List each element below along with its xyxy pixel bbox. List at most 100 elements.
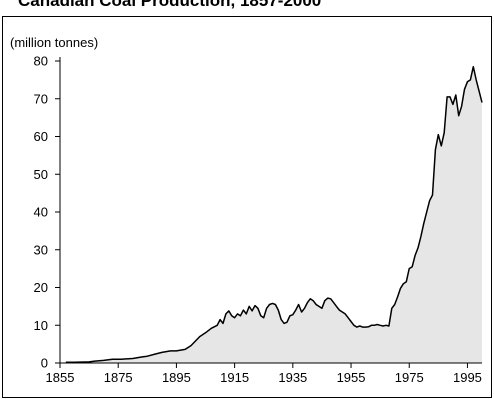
data-point [284, 323, 285, 324]
x-tick-label: 1935 [278, 370, 307, 385]
data-point [374, 325, 375, 326]
data-point [438, 134, 439, 135]
data-point [429, 200, 430, 201]
data-point [452, 104, 453, 105]
data-point [385, 325, 386, 326]
data-point [432, 194, 433, 195]
x-tick-label: 1955 [337, 370, 366, 385]
data-point [476, 79, 477, 80]
data-point [260, 315, 261, 316]
data-point [400, 288, 401, 289]
data-point [441, 145, 442, 146]
data-point [281, 319, 282, 320]
data-point [455, 94, 456, 95]
data-point [289, 315, 290, 316]
data-point [249, 306, 250, 307]
chart-frame [2, 16, 492, 398]
data-point [272, 303, 273, 304]
data-point [231, 315, 232, 316]
data-point [479, 91, 480, 92]
data-point [211, 328, 212, 329]
data-point [190, 345, 191, 346]
data-point [257, 308, 258, 309]
data-point [359, 325, 360, 326]
data-point [447, 96, 448, 97]
data-point [155, 353, 156, 354]
data-point [243, 310, 244, 311]
data-point [307, 302, 308, 303]
data-point [254, 305, 255, 306]
data-point [336, 306, 337, 307]
data-point [161, 352, 162, 353]
data-point [345, 313, 346, 314]
series-area-fill [65, 66, 483, 363]
data-point [318, 306, 319, 307]
data-point [220, 319, 221, 320]
y-tick-label: 10 [34, 318, 48, 333]
y-tick-label: 80 [34, 54, 48, 69]
data-point [304, 308, 305, 309]
data-point [388, 325, 389, 326]
data-point [350, 321, 351, 322]
data-point [321, 308, 322, 309]
data-point [292, 314, 293, 315]
y-tick-label: 0 [41, 356, 48, 371]
data-point [382, 325, 383, 326]
data-point [147, 356, 148, 357]
data-point [301, 311, 302, 312]
data-point [237, 313, 238, 314]
data-point [426, 211, 427, 212]
data-point [240, 315, 241, 316]
data-point [458, 115, 459, 116]
data-point [286, 322, 287, 323]
data-point [397, 296, 398, 297]
data-point [252, 310, 253, 311]
x-tick-label: 1855 [46, 370, 75, 385]
data-point [348, 317, 349, 318]
y-tick-label: 20 [34, 280, 48, 295]
data-point [103, 360, 104, 361]
y-tick-label: 40 [34, 205, 48, 220]
chart-title: Canadian Coal Production, 1857-2000 [18, 0, 322, 10]
data-point [275, 304, 276, 305]
y-tick-label: 60 [34, 129, 48, 144]
data-point [141, 356, 142, 357]
data-point [205, 332, 206, 333]
data-point [377, 324, 378, 325]
data-point [89, 361, 90, 362]
data-point [365, 327, 366, 328]
x-tick-label: 1895 [162, 370, 191, 385]
data-point [371, 325, 372, 326]
data-point [356, 327, 357, 328]
data-point [217, 325, 218, 326]
data-point [467, 81, 468, 82]
data-point [316, 304, 317, 305]
data-point [170, 350, 171, 351]
data-point [339, 310, 340, 311]
data-point [464, 89, 465, 90]
data-point [394, 304, 395, 305]
data-point [403, 283, 404, 284]
data-point [470, 79, 471, 80]
data-point [353, 325, 354, 326]
y-tick-label: 30 [34, 242, 48, 257]
data-point [461, 106, 462, 107]
data-point [234, 317, 235, 318]
data-point [481, 102, 482, 103]
data-point [310, 298, 311, 299]
data-point [333, 302, 334, 303]
data-point [327, 298, 328, 299]
y-axis-unit-label: (million tonnes) [10, 35, 98, 50]
data-point [342, 311, 343, 312]
x-tick-label: 1875 [104, 370, 133, 385]
series-line [65, 65, 483, 363]
data-point [132, 358, 133, 359]
data-point [225, 313, 226, 314]
data-point [362, 327, 363, 328]
data-point [324, 300, 325, 301]
data-point [222, 323, 223, 324]
data-point [420, 236, 421, 237]
data-point [415, 255, 416, 256]
data-point [246, 313, 247, 314]
y-tick-label: 50 [34, 167, 48, 182]
